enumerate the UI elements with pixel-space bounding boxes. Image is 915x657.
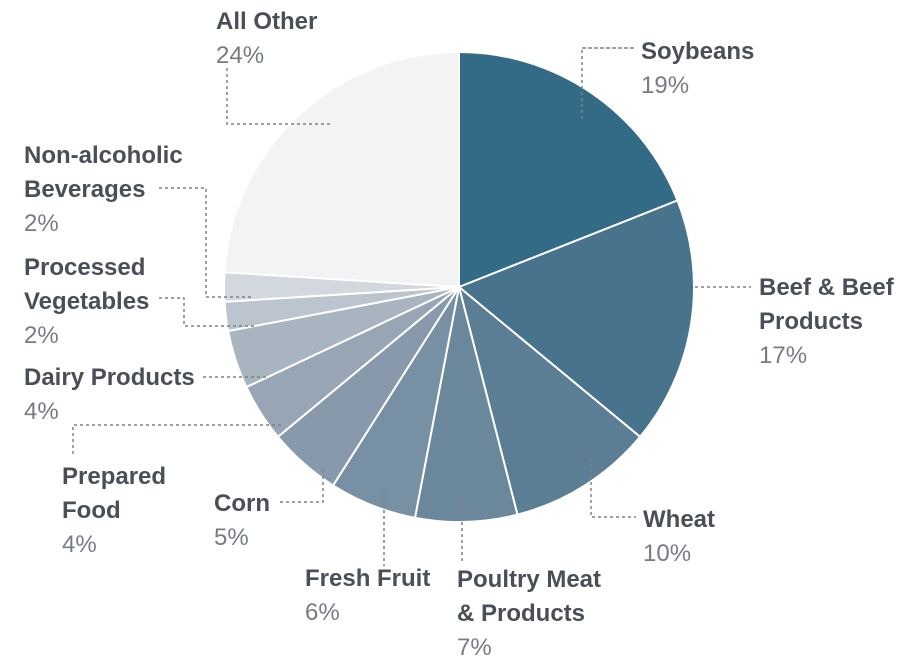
label-value-wheat: 10% (643, 540, 691, 567)
label-name-beef-and-beef-products: Products (759, 308, 863, 335)
label-value-processed-vegetables: 2% (24, 322, 59, 349)
label-all-other: All Other 24% (216, 8, 317, 69)
slice-all-other (223, 50, 460, 289)
label-value-poultry-meat-and-products: 7% (457, 634, 492, 657)
leader-wheat (590, 458, 636, 518)
label-dairy-products: Dairy Products 4% (24, 364, 195, 425)
slice-labels: Soybeans 19% Beef & Beef Products 17% Wheat 10… (24, 8, 895, 657)
label-prepared-food: Prepared Food 4% (62, 463, 166, 558)
label-name-poultry-meat-and-products: & Products (457, 600, 585, 627)
label-name-prepared-food: Food (62, 497, 121, 524)
label-processed-vegetables: Processed Vegetables 2% (24, 254, 149, 349)
leader-corn (278, 470, 324, 503)
label-value-prepared-food: 4% (62, 531, 97, 558)
leader-prepared-food (72, 424, 281, 456)
label-name-corn: Corn (214, 490, 270, 517)
label-value-all-other: 24% (216, 42, 264, 69)
label-soybeans: Soybeans 19% (641, 38, 754, 99)
label-name-processed-vegetables: Vegetables (24, 288, 149, 315)
label-name-poultry-meat-and-products: Poultry Meat (457, 566, 601, 593)
slice-soybeans (458, 50, 679, 289)
label-value-corn: 5% (214, 524, 249, 551)
label-wheat: Wheat 10% (643, 506, 715, 567)
label-name-prepared-food: Prepared (62, 463, 166, 490)
label-beef-and-beef-products: Beef & Beef Products 17% (759, 274, 895, 369)
slice-poultry-meat-and-products (413, 286, 519, 523)
leader-all-other (226, 65, 330, 125)
callout-leaders (72, 47, 751, 566)
leader-processed-vegetables (157, 297, 254, 327)
label-name-non-alcoholic-beverages: Beverages (24, 176, 145, 203)
label-value-fresh-fruit: 6% (305, 599, 340, 626)
label-name-all-other: All Other (216, 8, 317, 35)
label-fresh-fruit: Fresh Fruit 6% (305, 565, 430, 626)
label-name-soybeans: Soybeans (641, 38, 754, 65)
label-name-fresh-fruit: Fresh Fruit (305, 565, 430, 592)
pie-slices (223, 50, 695, 523)
label-name-beef-and-beef-products: Beef & Beef (759, 274, 895, 301)
label-name-non-alcoholic-beverages: Non-alcoholic (24, 142, 183, 169)
slice-beef-and-beef-products (457, 199, 695, 439)
label-name-dairy-products: Dairy Products (24, 364, 195, 391)
label-value-soybeans: 19% (641, 72, 689, 99)
label-non-alcoholic-beverages: Non-alcoholic Beverages 2% (24, 142, 183, 237)
leader-soybeans (581, 47, 635, 122)
label-value-dairy-products: 4% (24, 398, 59, 425)
label-value-beef-and-beef-products: 17% (759, 342, 807, 369)
label-corn: Corn 5% (214, 490, 270, 551)
label-name-processed-vegetables: Processed (24, 254, 145, 281)
label-poultry-meat-and-products: Poultry Meat & Products 7% (457, 566, 601, 657)
slice-wheat (457, 284, 642, 516)
label-value-non-alcoholic-beverages: 2% (24, 210, 59, 237)
label-name-wheat: Wheat (643, 506, 715, 533)
